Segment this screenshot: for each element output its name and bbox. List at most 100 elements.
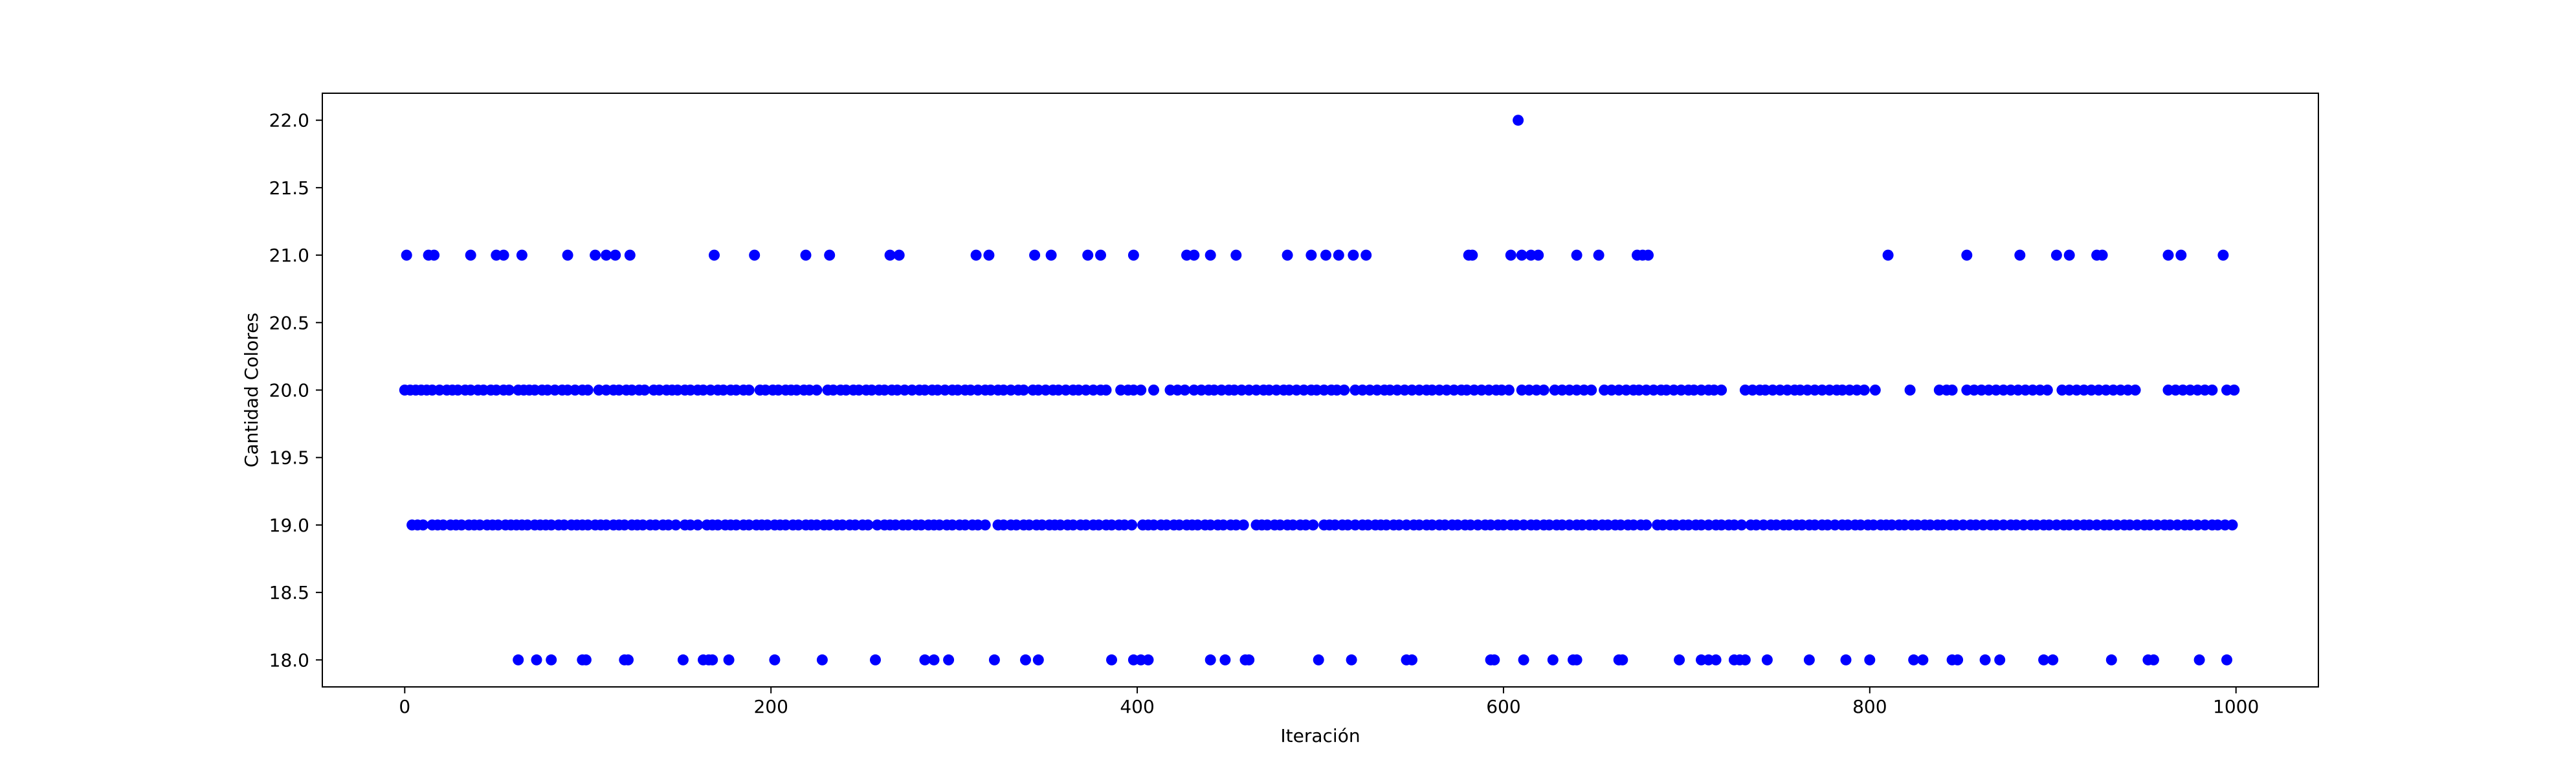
data-point: [2096, 249, 2108, 261]
data-point: [919, 654, 931, 666]
data-point: [884, 249, 896, 261]
data-point: [979, 519, 991, 531]
data-point: [862, 519, 874, 531]
data-point: [465, 249, 476, 261]
data-point: [1641, 519, 1652, 531]
data-point: [1307, 519, 1319, 531]
data-point: [943, 654, 955, 666]
data-point: [1503, 385, 1515, 396]
data-point: [1333, 249, 1344, 261]
plot-frame: [322, 93, 2319, 688]
y-tick-label: 19.5: [269, 447, 309, 469]
data-point: [531, 654, 542, 666]
data-point: [1032, 654, 1044, 666]
data-point: [1869, 385, 1881, 396]
data-point: [677, 654, 689, 666]
x-tick-label: 800: [1852, 696, 1887, 717]
data-point: [1360, 249, 1372, 261]
data-point: [1243, 654, 1255, 666]
data-point: [1961, 249, 1973, 261]
data-point: [498, 249, 509, 261]
data-point: [1858, 385, 1870, 396]
data-point: [1505, 249, 1516, 261]
data-point: [2105, 654, 2117, 666]
data-point: [707, 654, 718, 666]
y-tick-label: 20.5: [269, 312, 309, 333]
data-point: [1518, 654, 1529, 666]
data-point: [1106, 654, 1117, 666]
data-point: [428, 249, 440, 261]
data-point: [1179, 385, 1191, 396]
data-point: [562, 249, 573, 261]
data-point: [1617, 654, 1628, 666]
data-point: [1761, 654, 1773, 666]
data-point: [516, 249, 527, 261]
data-points: [399, 115, 2240, 666]
data-point: [1219, 654, 1231, 666]
data-point: [2217, 249, 2229, 261]
data-point: [1952, 654, 1964, 666]
data-point: [709, 249, 720, 261]
data-point: [1045, 249, 1057, 261]
data-point: [1516, 249, 1527, 261]
data-point: [1205, 654, 1216, 666]
data-point: [513, 654, 524, 666]
data-point: [824, 249, 836, 261]
data-point: [1674, 654, 1685, 666]
data-point: [1238, 519, 1249, 531]
data-point: [1305, 249, 1317, 261]
data-point: [580, 654, 592, 666]
data-point: [743, 385, 755, 396]
data-point: [1489, 654, 1500, 666]
data-point: [1082, 249, 1094, 261]
data-point: [1904, 385, 1916, 396]
data-point: [1100, 385, 1112, 396]
data-point: [893, 249, 905, 261]
data-point: [2050, 249, 2062, 261]
data-point: [590, 249, 601, 261]
data-point: [1710, 654, 1722, 666]
x-tick-label: 400: [1120, 696, 1154, 717]
data-point: [2041, 385, 2053, 396]
data-point: [1882, 249, 1894, 261]
data-point: [1313, 654, 1324, 666]
data-point: [1917, 654, 1929, 666]
data-point: [769, 654, 781, 666]
x-tick-label: 1000: [2213, 696, 2259, 717]
data-point: [1538, 385, 1549, 396]
data-point: [816, 654, 828, 666]
data-point: [2129, 385, 2141, 396]
data-point: [1840, 654, 1852, 666]
data-point: [1513, 115, 1524, 126]
data-point: [2193, 654, 2205, 666]
data-point: [1338, 385, 1350, 396]
y-axis-ticks: 18.0 18.5 19.0 19.5 20.0 20.5 21.0 21.5 22.0: [269, 110, 322, 671]
data-point: [1029, 249, 1041, 261]
data-point: [623, 654, 634, 666]
data-point: [2221, 654, 2232, 666]
data-point: [1803, 654, 1815, 666]
y-tick-label: 18.0: [269, 649, 309, 671]
data-point: [2175, 249, 2187, 261]
data-point: [1736, 519, 1748, 531]
data-point: [2162, 249, 2174, 261]
data-point: [1571, 654, 1582, 666]
data-point: [811, 385, 823, 396]
data-point: [1282, 249, 1293, 261]
data-point: [1205, 249, 1216, 261]
data-point: [601, 249, 612, 261]
data-point: [1994, 654, 2006, 666]
data-point: [1018, 385, 1030, 396]
data-point: [1230, 249, 1242, 261]
data-point: [1643, 249, 1654, 261]
data-point: [1864, 654, 1876, 666]
data-point: [870, 654, 881, 666]
y-tick-label: 21.5: [269, 177, 309, 199]
data-point: [504, 385, 515, 396]
y-tick-label: 18.5: [269, 582, 309, 603]
data-point: [624, 249, 636, 261]
data-point: [670, 519, 682, 531]
data-point: [1467, 249, 1478, 261]
data-point: [1320, 249, 1331, 261]
